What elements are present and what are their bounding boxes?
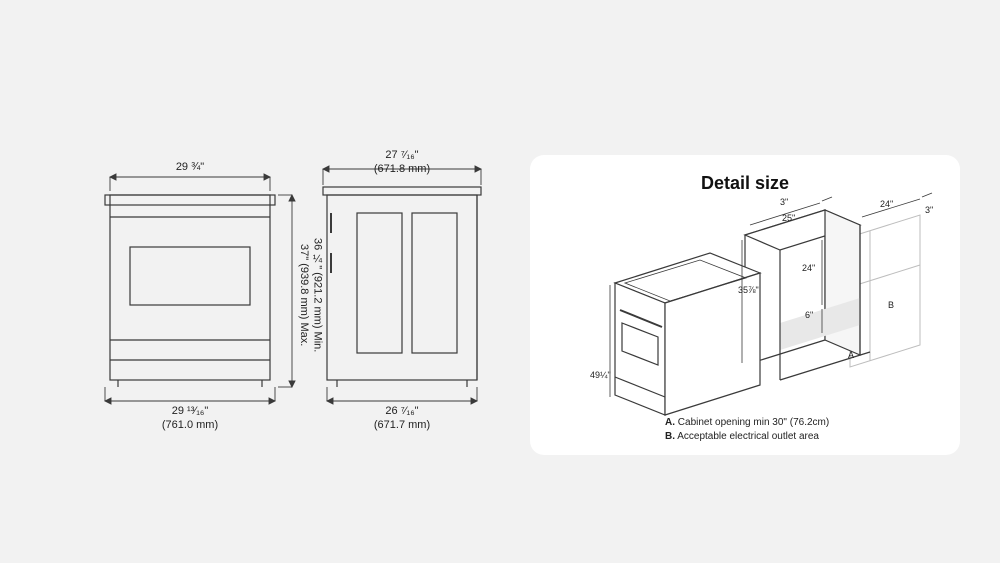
label-b: B [888,300,894,310]
orthographic-views: 29 ¾" 29 ¹³⁄₁₆" (761.0 mm) 27 ⁷⁄₁₆" (671… [80,155,500,435]
dim-24-h: 24" [802,263,815,273]
front-top-dim: 29 ¾" [110,161,270,175]
detail-legend: A. A. Cabinet opening min 30" (76.2cm)Ca… [665,416,829,443]
detail-panel: Detail size [530,155,960,455]
height-dim: 36 ¼" (921.2 mm) Min. 37" (939.8 mm) Max… [296,220,324,370]
detail-svg [530,155,960,455]
dim-357: 35⅞" [738,285,759,295]
dim-24-back: 24" [880,199,893,209]
dim-3-1: 3" [780,197,788,207]
dim-6: 6" [805,310,813,320]
side-top-dim: 27 ⁷⁄₁₆" (671.8 mm) [323,149,481,177]
legend-a: A. A. Cabinet opening min 30" (76.2cm)Ca… [665,416,829,430]
ortho-svg [80,155,500,435]
dim-49: 49¼" [590,370,611,380]
dim-3-2: 3" [925,205,933,215]
front-bottom-dim: 29 ¹³⁄₁₆" (761.0 mm) [105,405,275,433]
dim-25: 25" [782,213,795,223]
detail-title: Detail size [530,173,960,194]
legend-b: B. B. Acceptable electrical outlet areaA… [665,430,829,444]
label-a: A [848,350,854,360]
side-bottom-dim: 26 ⁷⁄₁₆" (671.7 mm) [327,405,477,433]
